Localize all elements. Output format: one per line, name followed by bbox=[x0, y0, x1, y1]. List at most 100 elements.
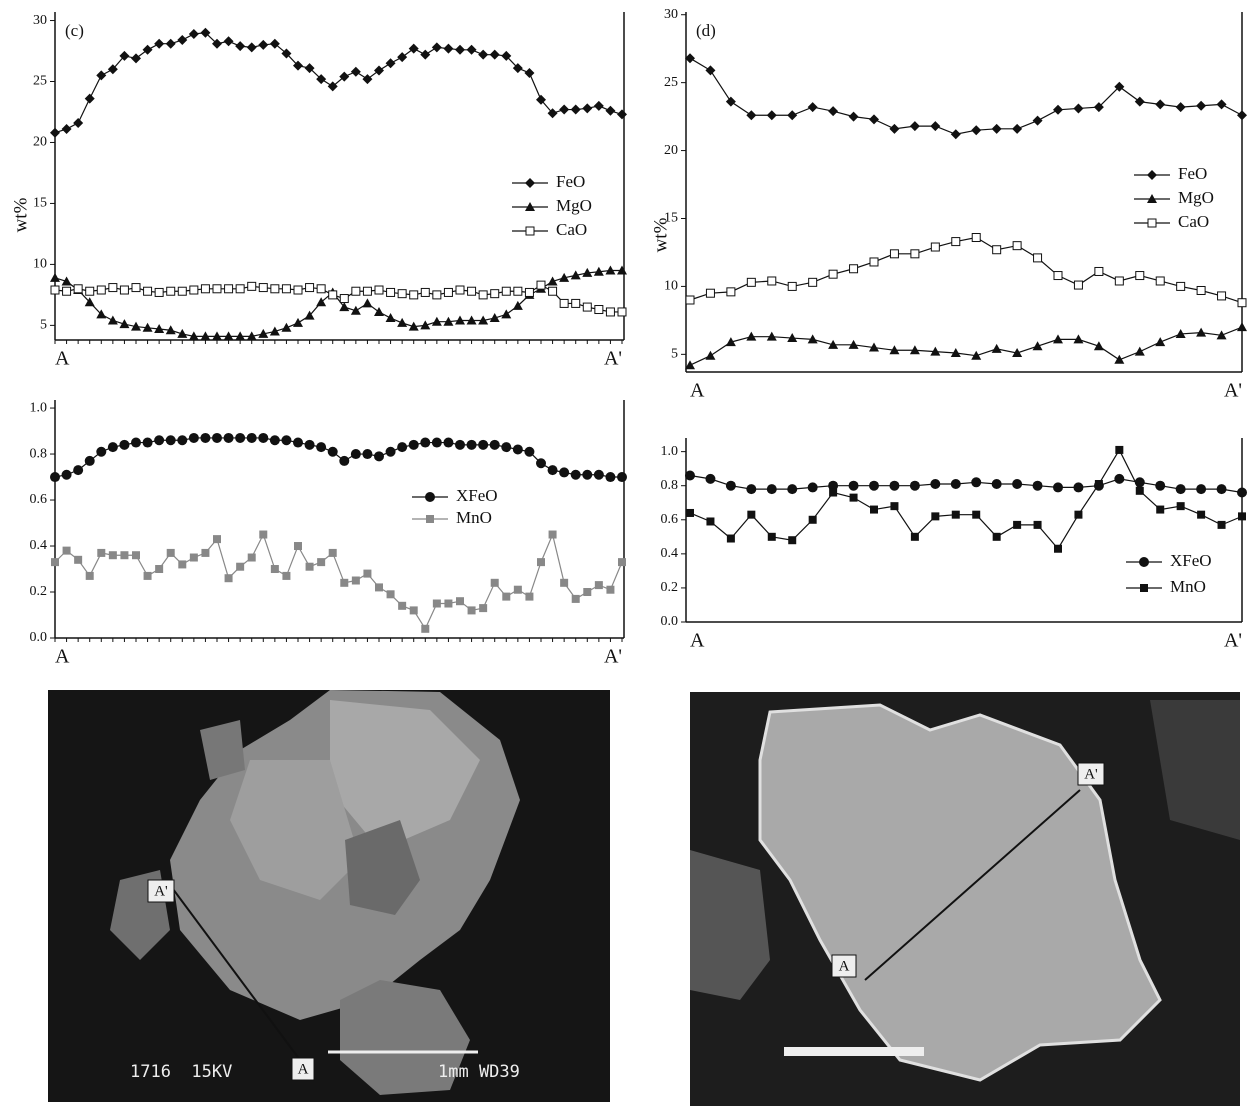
marker bbox=[271, 285, 279, 293]
marker bbox=[305, 440, 315, 450]
marker bbox=[386, 58, 396, 68]
marker bbox=[1114, 474, 1124, 484]
marker bbox=[1053, 105, 1063, 115]
y-tick-label: 0.0 bbox=[30, 630, 48, 645]
marker bbox=[468, 606, 476, 614]
marker bbox=[225, 574, 233, 582]
marker bbox=[1095, 267, 1103, 275]
figure: A' A 1716 15KV 1mm WD39 A A' 51015202530… bbox=[0, 0, 1248, 1108]
marker bbox=[328, 447, 338, 457]
marker bbox=[154, 39, 164, 49]
marker bbox=[972, 234, 980, 242]
marker bbox=[1196, 328, 1206, 337]
marker bbox=[869, 481, 879, 491]
y-tick-label: 10 bbox=[664, 279, 678, 294]
marker bbox=[109, 284, 117, 292]
marker bbox=[189, 29, 199, 39]
marker bbox=[1013, 521, 1021, 529]
point-label: A bbox=[298, 1061, 309, 1077]
marker bbox=[86, 287, 94, 295]
y-tick-label: 0.6 bbox=[661, 512, 679, 527]
marker bbox=[617, 472, 627, 482]
marker bbox=[1094, 341, 1104, 350]
marker bbox=[727, 535, 735, 543]
marker bbox=[236, 285, 244, 293]
marker bbox=[455, 45, 465, 55]
marker bbox=[443, 438, 453, 448]
marker bbox=[1073, 482, 1083, 492]
series-line bbox=[55, 535, 622, 629]
marker bbox=[73, 465, 83, 475]
marker bbox=[809, 516, 817, 524]
marker bbox=[910, 121, 920, 131]
marker bbox=[306, 563, 314, 571]
marker bbox=[829, 489, 837, 497]
panel-label: (d) bbox=[696, 21, 716, 40]
marker bbox=[808, 482, 818, 492]
marker bbox=[362, 449, 372, 459]
marker bbox=[972, 511, 980, 519]
marker bbox=[119, 440, 129, 450]
legend-label: MgO bbox=[1178, 188, 1214, 207]
marker bbox=[1012, 124, 1022, 134]
marker bbox=[890, 502, 898, 510]
marker bbox=[595, 306, 603, 314]
marker bbox=[374, 451, 384, 461]
marker bbox=[62, 470, 72, 480]
y-tick-label: 30 bbox=[664, 7, 678, 22]
marker bbox=[525, 178, 535, 188]
marker bbox=[420, 438, 430, 448]
marker bbox=[910, 481, 920, 491]
legend-label: XFeO bbox=[1170, 551, 1212, 570]
marker bbox=[706, 517, 714, 525]
y-tick-label: 25 bbox=[33, 74, 47, 89]
marker bbox=[1217, 484, 1227, 494]
marker bbox=[248, 282, 256, 290]
marker bbox=[1177, 502, 1185, 510]
marker bbox=[398, 602, 406, 610]
marker bbox=[363, 570, 371, 578]
marker bbox=[1135, 477, 1145, 487]
marker bbox=[787, 484, 797, 494]
marker bbox=[829, 270, 837, 278]
marker bbox=[526, 227, 534, 235]
marker bbox=[768, 277, 776, 285]
point-label: A' bbox=[154, 883, 168, 899]
marker bbox=[747, 278, 755, 286]
marker bbox=[51, 286, 59, 294]
marker bbox=[177, 35, 187, 45]
marker bbox=[468, 287, 476, 295]
marker bbox=[410, 291, 418, 299]
marker bbox=[1034, 254, 1042, 262]
marker bbox=[443, 44, 453, 54]
series-line bbox=[690, 58, 1242, 134]
marker bbox=[73, 118, 83, 128]
legend-label: MnO bbox=[456, 508, 492, 527]
marker bbox=[1156, 277, 1164, 285]
marker bbox=[513, 444, 523, 454]
marker bbox=[259, 284, 267, 292]
marker bbox=[421, 288, 429, 296]
marker bbox=[1074, 511, 1082, 519]
marker bbox=[869, 114, 879, 124]
marker bbox=[1218, 292, 1226, 300]
marker bbox=[293, 318, 303, 327]
legend-label: CaO bbox=[556, 220, 587, 239]
marker bbox=[1217, 99, 1227, 109]
marker bbox=[166, 435, 176, 445]
x-tick-label: A' bbox=[1224, 380, 1242, 402]
marker bbox=[316, 442, 326, 452]
marker bbox=[992, 124, 1002, 134]
marker bbox=[329, 291, 337, 299]
marker bbox=[317, 558, 325, 566]
marker bbox=[397, 442, 407, 452]
marker bbox=[911, 533, 919, 541]
marker bbox=[537, 558, 545, 566]
marker bbox=[294, 286, 302, 294]
marker bbox=[1073, 103, 1083, 113]
marker bbox=[374, 66, 384, 76]
marker bbox=[706, 289, 714, 297]
marker bbox=[1197, 511, 1205, 519]
marker bbox=[993, 246, 1001, 254]
marker bbox=[747, 511, 755, 519]
